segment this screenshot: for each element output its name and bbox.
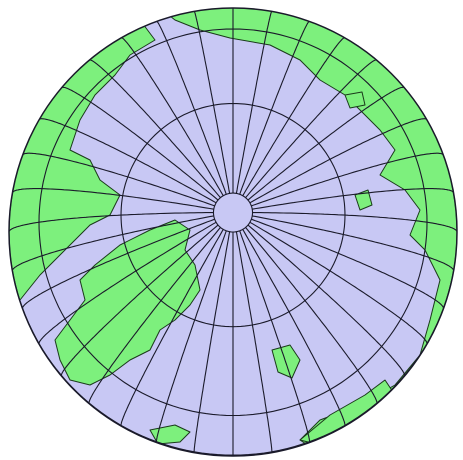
land-eurasia — [149, 8, 457, 456]
meridian — [155, 230, 227, 443]
meridian — [120, 37, 224, 196]
meridian — [38, 221, 217, 345]
meridian — [21, 218, 215, 310]
meridian — [251, 218, 445, 310]
meridian — [252, 215, 455, 272]
meridian — [88, 59, 221, 199]
meridian — [235, 231, 273, 454]
meridian — [245, 59, 378, 199]
meridian — [61, 86, 219, 201]
meridian — [252, 212, 457, 233]
meridian — [193, 10, 231, 194]
meridian — [193, 231, 231, 454]
land-greenland — [54, 219, 201, 386]
meridian — [242, 229, 346, 427]
meridian — [249, 221, 428, 345]
meridian — [245, 227, 378, 405]
meridian — [247, 224, 406, 377]
meridian — [9, 212, 214, 233]
meridian — [242, 37, 346, 196]
parallel — [120, 102, 346, 328]
meridian — [156, 20, 227, 195]
parallel — [212, 192, 254, 233]
meridian — [11, 188, 214, 210]
graticule — [9, 8, 457, 456]
meridian — [239, 230, 311, 443]
land-severnaya-zemlya — [354, 189, 373, 211]
meridian — [251, 152, 445, 207]
land-new-siberian-islands — [344, 91, 366, 109]
parallel — [38, 28, 428, 417]
meridian — [247, 86, 405, 201]
meridian — [11, 215, 214, 272]
meridian — [120, 229, 224, 427]
meridian — [60, 224, 219, 377]
meridian — [252, 188, 455, 210]
meridian — [235, 10, 273, 194]
meridian — [249, 118, 428, 204]
meridian — [88, 227, 221, 405]
globe-outline — [8, 7, 458, 457]
meridian — [21, 152, 215, 207]
meridian — [239, 20, 310, 195]
meridian — [38, 118, 217, 204]
